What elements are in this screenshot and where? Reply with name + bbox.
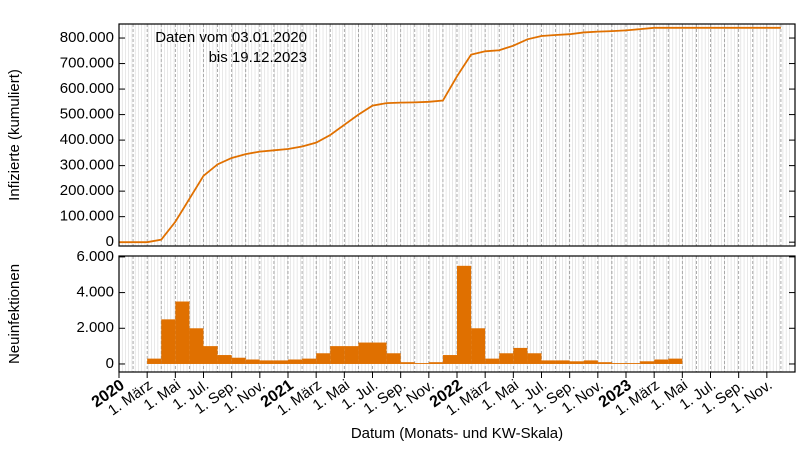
y-tick-label: 6.000 [76, 248, 114, 265]
bar [161, 319, 176, 364]
bar [203, 346, 218, 364]
y-tick-label: 4.000 [76, 284, 114, 301]
y-tick-label: 600.000 [60, 80, 114, 97]
y-tick-label: 2.000 [76, 319, 114, 336]
bar [217, 355, 232, 364]
bar [485, 358, 500, 364]
y-tick-label: 100.000 [60, 208, 114, 225]
bar [471, 328, 486, 364]
bar [428, 362, 443, 364]
bar [583, 360, 598, 364]
bar [245, 359, 260, 364]
y-tick-label: 700.000 [60, 55, 114, 72]
bar [259, 360, 274, 364]
bar [372, 342, 387, 364]
bar [555, 360, 570, 364]
bar [668, 358, 683, 364]
y-tick-label: 300.000 [60, 157, 114, 174]
y-tick-label: 200.000 [60, 182, 114, 199]
bar [330, 346, 345, 364]
bar [273, 360, 288, 364]
y-tick-label: 800.000 [60, 29, 114, 46]
bar [288, 359, 303, 364]
bar [640, 361, 655, 364]
bar [626, 363, 641, 364]
bar [175, 301, 190, 364]
bar [457, 265, 472, 364]
bar [147, 358, 162, 364]
bar [527, 353, 542, 364]
bar [442, 355, 457, 364]
bar [386, 353, 401, 364]
bar [654, 359, 669, 364]
plot-frame [118, 23, 796, 247]
bar [499, 353, 514, 364]
bar [541, 360, 556, 364]
y-axis-label: Infizierte (kumuliert) [6, 69, 23, 201]
annotation: Daten vom 03.01.2020 [155, 29, 307, 46]
y-axis-label: Neuinfektionen [6, 264, 23, 364]
bar [611, 363, 626, 364]
y-tick-label: 0 [106, 233, 114, 250]
bar [358, 342, 373, 364]
bar [513, 347, 528, 364]
bar [569, 361, 584, 364]
x-axis-label: Datum (Monats- und KW-Skala) [351, 425, 563, 442]
y-tick-label: 500.000 [60, 106, 114, 123]
y-tick-label: 400.000 [60, 131, 114, 148]
bar [231, 357, 246, 364]
annotation: bis 19.12.2023 [209, 49, 307, 66]
bar [344, 346, 359, 364]
data-line [119, 26, 781, 244]
bar [597, 362, 612, 364]
bar [316, 353, 331, 364]
bar [400, 362, 415, 364]
bar [302, 358, 317, 364]
y-tick-label: 0 [106, 355, 114, 372]
bar [414, 363, 429, 364]
bar [189, 328, 204, 364]
